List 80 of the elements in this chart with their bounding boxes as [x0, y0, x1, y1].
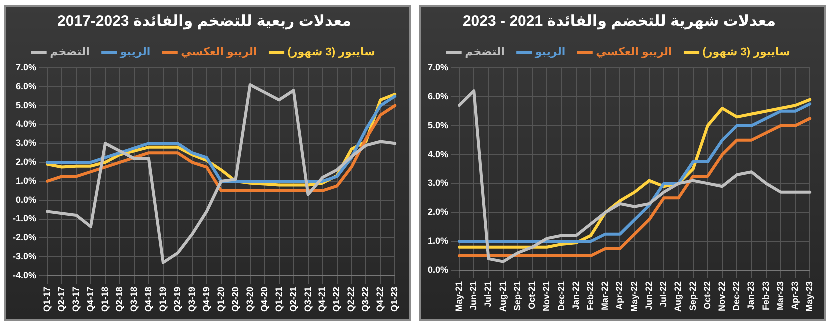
legend-label: سايبور (3 شهور) [702, 46, 790, 59]
x-tick-label: Q2-21 [288, 286, 298, 312]
x-tick-label: Mar-23 [775, 281, 786, 310]
legend-label: الريبو [119, 46, 151, 59]
x-tick-label: Nov-22 [717, 281, 728, 312]
y-tick-label: 5.0% [16, 100, 37, 110]
y-tick-label: 0.0% [16, 194, 37, 205]
x-tick-label: Q1-20 [216, 286, 226, 312]
x-tick-label: Dec-22 [732, 281, 742, 312]
x-tick-label: Q1-21 [274, 286, 284, 312]
x-tick-label: Q2-19 [172, 286, 182, 312]
chart-title: معدلات شهرية للتخضم والفائدة 2021 - 2023 [462, 13, 776, 30]
y-tick-label: 7.0% [428, 62, 449, 72]
x-tick-label: Q3-20 [244, 286, 255, 312]
x-tick-label: Dec-21 [556, 281, 566, 312]
y-tick-label: 3.0% [428, 178, 449, 188]
x-tick-label: Q4-21 [317, 286, 328, 312]
x-tick-label: Q3-22 [360, 286, 371, 312]
y-tick-label: 6.0% [16, 81, 37, 92]
x-tick-label: Q1-22 [332, 286, 342, 312]
x-tick-label: Q4-20 [259, 286, 270, 312]
y-tick-label: -4.0% [12, 270, 37, 280]
x-tick-label: May-23 [804, 281, 815, 312]
y-tick-label: 7.0% [16, 62, 37, 72]
x-tick-label: Q4-19 [201, 286, 212, 312]
y-tick-label: 2.0% [428, 207, 449, 218]
y-tick-label: 2.0% [16, 157, 37, 168]
x-tick-label: Q3-19 [186, 286, 197, 312]
x-tick-label: Oct-21 [527, 281, 538, 310]
x-tick-label: Jan-22 [570, 281, 581, 310]
x-tick-label: Feb-22 [586, 281, 596, 310]
x-tick-label: Q1-18 [100, 286, 110, 312]
y-tick-label: -2.0% [12, 232, 37, 243]
legend-label: التضخم [465, 46, 505, 59]
x-tick-label: Jun-21 [468, 281, 479, 310]
x-tick-label: Q3-21 [302, 286, 313, 312]
y-tick-label: 1.0% [16, 176, 37, 186]
y-tick-label: 1.0% [428, 236, 449, 246]
x-tick-label: Feb-23 [760, 281, 771, 310]
x-tick-label: Q4-22 [375, 286, 386, 312]
x-tick-label: May-22 [629, 281, 640, 312]
x-tick-label: Q4-18 [143, 286, 154, 312]
y-tick-label: -1.0% [12, 214, 37, 224]
y-tick-label: 5.0% [428, 120, 449, 130]
x-tick-label: Jul-22 [658, 281, 669, 308]
y-tick-label: -3.0% [12, 252, 37, 262]
x-tick-label: Q1-19 [158, 286, 168, 312]
x-tick-label: Q1-17 [42, 286, 52, 312]
x-tick-label: Q3-18 [128, 286, 139, 312]
x-tick-label: Aug-21 [498, 281, 508, 312]
x-tick-label: Jan-23 [746, 281, 756, 310]
legend-label: سايبور (3 شهور) [288, 46, 376, 59]
x-tick-label: Sep-22 [688, 281, 698, 311]
x-tick-label: Jul-21 [483, 281, 494, 308]
x-tick-label: Q2-22 [346, 286, 356, 312]
x-tick-label: Q4-17 [85, 286, 96, 312]
legend-label: التضخم [50, 46, 90, 59]
x-tick-label: Q2-18 [114, 286, 124, 312]
x-tick-label: May-21 [454, 281, 464, 312]
y-tick-label: 4.0% [428, 149, 449, 160]
y-tick-label: 6.0% [428, 91, 449, 102]
legend-label: الريبو العكسي [181, 46, 258, 59]
x-tick-label: Nov-21 [542, 281, 552, 312]
x-tick-label: Jun-22 [644, 281, 654, 310]
y-tick-label: 4.0% [16, 119, 37, 130]
x-tick-label: Sep-21 [512, 281, 522, 311]
y-tick-label: 3.0% [16, 138, 37, 148]
x-tick-label: Q3-17 [70, 286, 81, 312]
x-tick-label: Oct-22 [702, 281, 712, 310]
x-tick-label: Q2-17 [56, 286, 66, 312]
x-tick-label: Q2-20 [230, 286, 240, 312]
x-tick-label: Aug-22 [673, 281, 684, 312]
legend-label: الريبو العكسي [596, 46, 672, 59]
y-tick-label: 0.0% [428, 264, 449, 275]
x-tick-label: Mar-22 [600, 281, 610, 310]
x-tick-label: Q1-23 [390, 286, 400, 312]
chart-title: معدلات ربعية للتضخم والفائدة 2023-2017 [58, 13, 352, 30]
legend-label: الريبو [534, 46, 566, 59]
x-tick-label: Apr-23 [790, 281, 800, 310]
x-tick-label: Apr-22 [614, 281, 625, 310]
